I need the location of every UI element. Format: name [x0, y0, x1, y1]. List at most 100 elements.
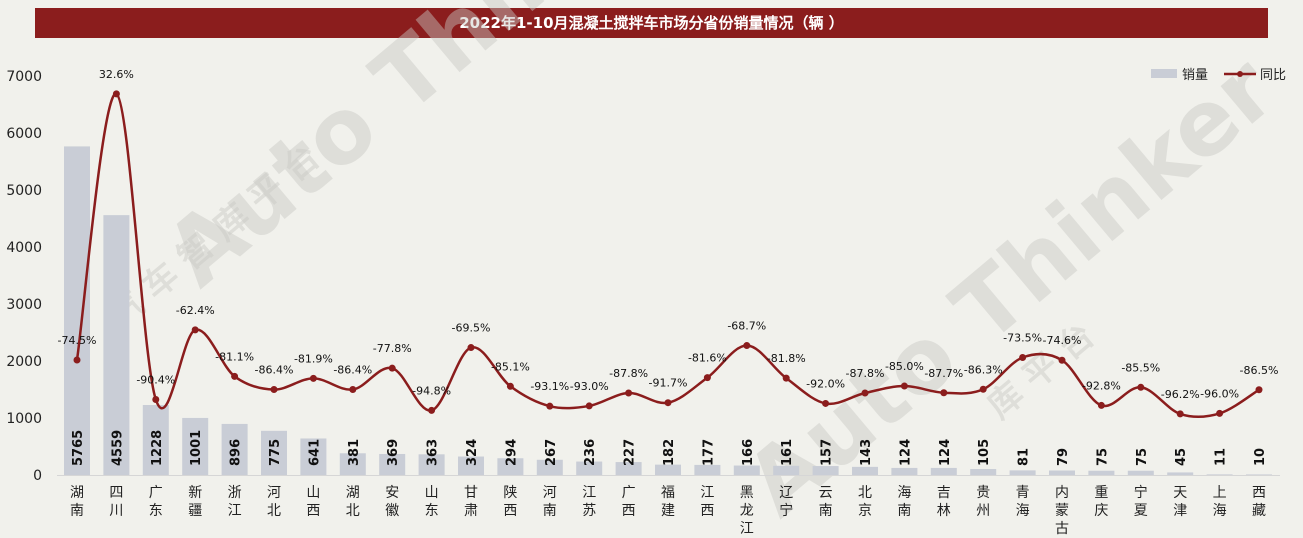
yoy-point — [349, 386, 357, 394]
legend-bar-swatch — [1151, 69, 1177, 78]
y-tick-label: 0 — [33, 468, 42, 484]
bar — [615, 462, 642, 475]
bar — [536, 459, 563, 475]
yoy-point — [506, 382, 514, 390]
x-tick-label: 黑 — [740, 485, 754, 501]
bar — [812, 466, 839, 475]
x-tick-label: 藏 — [1252, 503, 1266, 519]
yoy-point — [585, 402, 593, 410]
x-tick-label: 新 — [188, 485, 202, 501]
bar — [852, 466, 878, 475]
yoy-point — [822, 399, 830, 407]
yoy-label: -96.0% — [1200, 387, 1239, 400]
bar-value-label: 11 — [1214, 448, 1229, 466]
bar — [458, 456, 484, 475]
x-tick-label: 京 — [858, 503, 872, 519]
x-tick-label: 南 — [543, 503, 557, 519]
bar-value-label: 166 — [741, 439, 756, 466]
x-tick-label: 贵 — [976, 485, 990, 501]
x-axis-labels: 湖南四川广东新疆浙江河北山西湖北安徽山东甘肃陕西河南江苏广西福建江西黑龙江辽宁云… — [70, 484, 1266, 537]
yoy-point — [1019, 353, 1027, 361]
bar-value-label: 267 — [544, 439, 559, 466]
yoy-point — [1216, 409, 1224, 417]
yoy-label: -85.0% — [885, 360, 924, 373]
bar — [300, 438, 327, 475]
x-tick-label: 广 — [622, 485, 636, 501]
bar-value-label: 45 — [1174, 448, 1189, 466]
bar — [891, 467, 918, 475]
x-tick-label: 徽 — [385, 503, 399, 519]
bar-value-label: 161 — [780, 439, 795, 466]
bar-value-label: 641 — [307, 439, 322, 466]
x-tick-label: 西 — [700, 503, 714, 519]
yoy-label: -86.5% — [1240, 364, 1279, 377]
bar-value-label: 124 — [938, 439, 953, 466]
yoy-point — [1097, 401, 1105, 409]
x-tick-label: 南 — [897, 503, 911, 519]
bar-value-label: 236 — [583, 439, 598, 466]
bar-value-label: 369 — [386, 439, 401, 466]
yoy-point — [1058, 356, 1066, 364]
yoy-point — [428, 406, 436, 414]
yoy-point — [900, 382, 908, 390]
yoy-point — [703, 374, 711, 382]
x-tick-label: 西 — [622, 503, 636, 519]
yoy-point — [1176, 410, 1184, 418]
bar-value-label: 381 — [347, 439, 362, 466]
bar — [733, 465, 760, 475]
yoy-label: -96.2% — [1161, 388, 1200, 401]
bar-value-label: 75 — [1095, 448, 1110, 466]
x-tick-label: 江 — [740, 521, 754, 537]
y-tick-label: 1000 — [6, 411, 42, 427]
x-tick-label: 南 — [70, 503, 84, 519]
x-tick-label: 四 — [109, 485, 123, 501]
bar-value-label: 177 — [701, 439, 716, 466]
bar — [221, 423, 248, 475]
yoy-label: -81.9% — [294, 352, 333, 365]
bar-value-label: 182 — [662, 439, 677, 466]
yoy-label: -92.8% — [1082, 379, 1121, 392]
x-tick-label: 蒙 — [1055, 503, 1069, 519]
bar-value-label: 363 — [426, 439, 441, 466]
legend: 销量 同比 — [1151, 68, 1286, 83]
bar — [1206, 474, 1233, 475]
bar-value-label: 1228 — [150, 430, 165, 466]
x-tick-label: 辽 — [779, 485, 793, 501]
yoy-label: -73.5% — [1003, 331, 1042, 344]
bar-value-label: 10 — [1253, 448, 1268, 466]
yoy-label: -85.5% — [1121, 361, 1160, 374]
x-tick-label: 南 — [819, 503, 833, 519]
y-tick-label: 7000 — [6, 69, 42, 85]
x-tick-label: 河 — [267, 485, 281, 501]
x-tick-label: 东 — [425, 503, 439, 519]
legend-label-yoy: 同比 — [1260, 68, 1286, 83]
x-tick-label: 甘 — [464, 485, 478, 501]
svg-text:Auto Thinker: Auto Thinker — [727, 36, 1295, 537]
x-tick-label: 西 — [503, 503, 517, 519]
x-tick-label: 龙 — [740, 503, 754, 519]
yoy-label: -93.0% — [570, 380, 609, 393]
x-tick-label: 广 — [149, 485, 163, 501]
legend-line-marker — [1237, 71, 1243, 77]
y-tick-label: 4000 — [6, 240, 42, 256]
bar-value-label: 896 — [229, 439, 244, 466]
bar — [142, 405, 169, 475]
x-tick-label: 浙 — [228, 485, 242, 501]
x-tick-label: 重 — [1094, 485, 1108, 501]
bar-value-label: 79 — [1056, 448, 1071, 466]
bar-value-label: 4559 — [110, 430, 125, 466]
x-tick-label: 青 — [1016, 485, 1030, 501]
bar — [576, 461, 603, 475]
bar — [930, 467, 957, 475]
yoy-point — [152, 395, 160, 403]
x-tick-label: 福 — [661, 485, 675, 501]
yoy-label: -90.4% — [136, 373, 175, 386]
y-tick-label: 5000 — [6, 183, 42, 199]
yoy-point — [861, 389, 869, 397]
bar-value-label: 81 — [1017, 448, 1032, 466]
y-tick-label: 6000 — [6, 126, 42, 142]
x-tick-label: 江 — [700, 485, 714, 501]
yoy-label: -87.8% — [846, 367, 885, 380]
x-tick-label: 北 — [858, 485, 872, 501]
yoy-point — [625, 389, 633, 397]
